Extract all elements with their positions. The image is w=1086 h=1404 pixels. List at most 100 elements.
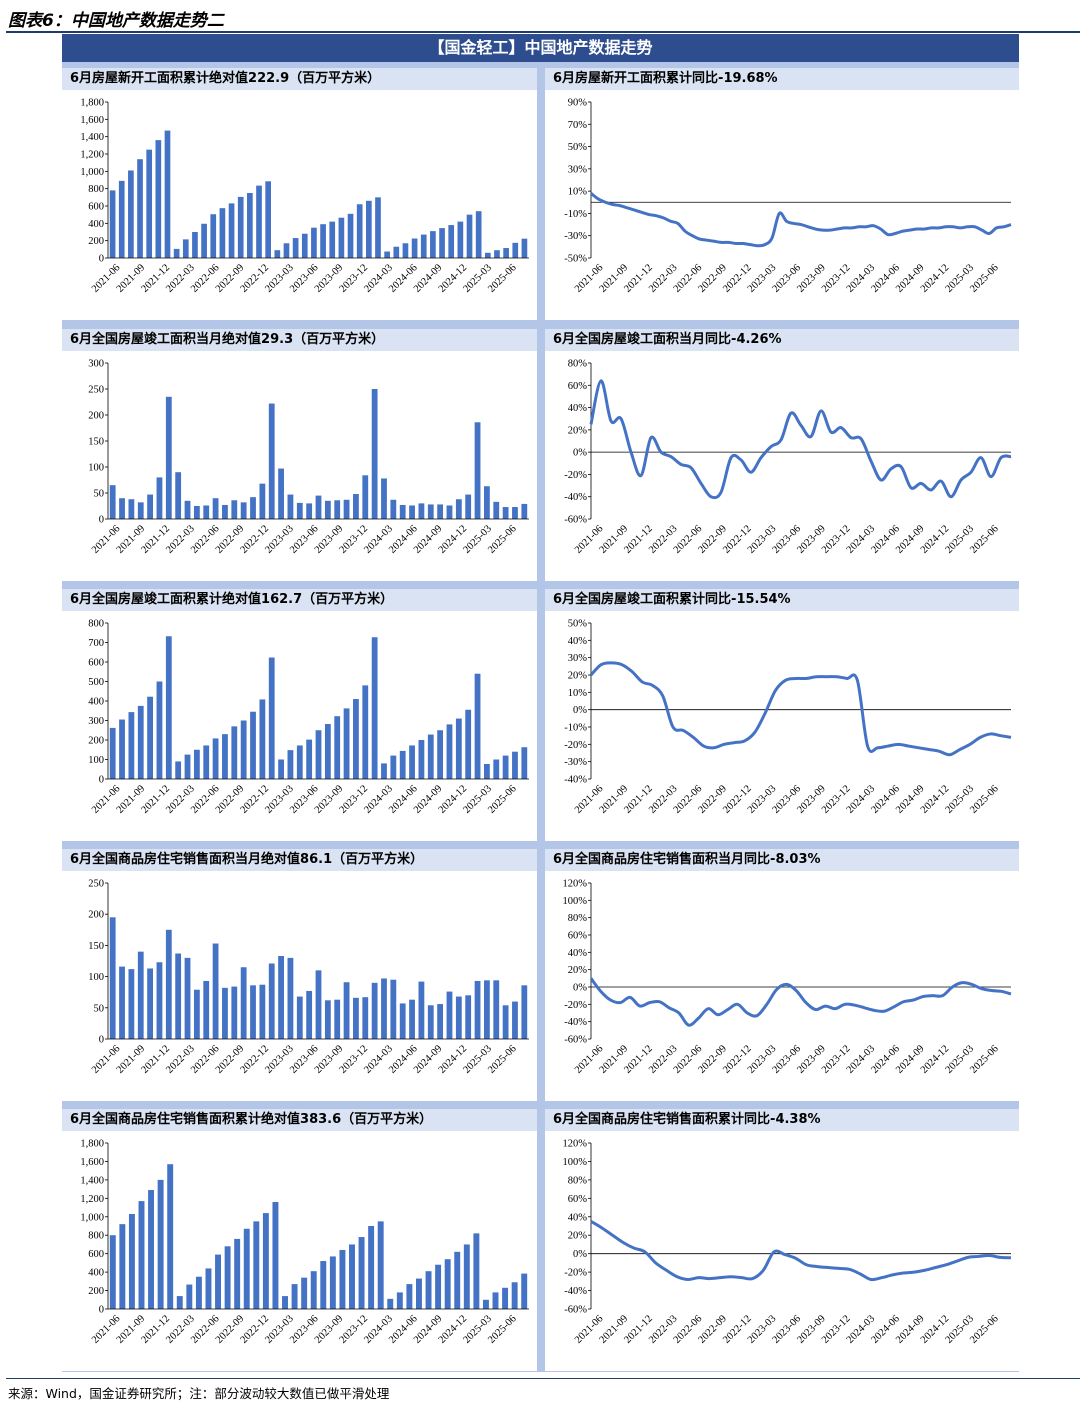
bar xyxy=(292,238,299,258)
y-tick-label: -30% xyxy=(564,231,587,242)
bar xyxy=(118,180,125,258)
bar xyxy=(377,1221,384,1309)
bar xyxy=(427,734,434,779)
bar xyxy=(347,213,354,258)
bar xyxy=(503,248,509,258)
y-tick-label: -20% xyxy=(564,1268,587,1279)
y-tick-label: 20% xyxy=(568,1231,588,1242)
chart-svg-3: 0501001502002503002021-062021-092021-122… xyxy=(88,359,529,556)
bar xyxy=(502,507,509,519)
bar xyxy=(192,232,198,258)
chart-svg-1: 0 200 400 600 800 1,000 1,200 1,400 1,600 1,800 20… xyxy=(80,98,529,295)
x-tick-label: 2025-06 xyxy=(486,783,519,816)
y-tick-label: 300 xyxy=(88,716,104,727)
bar xyxy=(237,196,244,258)
y-tick-label: -10% xyxy=(564,209,587,220)
bar xyxy=(224,1246,231,1309)
y-tick-label: -10% xyxy=(564,723,587,734)
bar xyxy=(219,208,226,258)
x-tick-label: 2025-06 xyxy=(486,1313,519,1346)
chart-panel-6 xyxy=(545,589,1019,841)
y-tick-label: 80% xyxy=(568,913,588,924)
bar xyxy=(411,238,418,258)
y-tick-label: 10% xyxy=(568,187,588,198)
bar xyxy=(147,968,154,1039)
chart-svg-10: -60%-40%-20%0%20%40%60%80%100%120%2021-0… xyxy=(563,1139,1012,1346)
y-tick-label: 20% xyxy=(568,965,588,976)
bar xyxy=(193,506,200,519)
top-rule xyxy=(6,31,1080,33)
bar xyxy=(173,248,180,258)
bar xyxy=(291,1284,298,1309)
bar xyxy=(492,1292,499,1309)
y-tick-label: 30% xyxy=(568,164,588,175)
y-tick-label: 1,800 xyxy=(80,1139,104,1150)
bar xyxy=(231,986,238,1039)
bar xyxy=(446,724,453,779)
y-tick-label: -60% xyxy=(564,1035,587,1046)
bar xyxy=(420,234,427,258)
bar xyxy=(474,422,481,519)
bar xyxy=(463,1244,470,1309)
y-tick-label: 600 xyxy=(88,658,104,669)
y-tick-label: 150 xyxy=(88,437,104,448)
y-tick-label: 400 xyxy=(88,697,104,708)
bar xyxy=(493,759,500,779)
y-tick-label: 0 xyxy=(99,254,104,265)
y-tick-label: -30% xyxy=(564,757,587,768)
bar xyxy=(343,982,350,1039)
y-tick-label: -40% xyxy=(564,775,587,786)
y-tick-label: 500 xyxy=(88,677,104,688)
bar xyxy=(362,685,369,779)
y-tick-label: 60% xyxy=(568,931,588,942)
bar xyxy=(324,500,331,519)
bar xyxy=(301,233,308,258)
bar xyxy=(240,502,247,519)
bar xyxy=(362,997,369,1039)
bar xyxy=(306,503,313,519)
bar xyxy=(222,734,228,779)
y-tick-label: -40% xyxy=(564,492,587,503)
bar xyxy=(353,699,359,779)
bar xyxy=(195,1276,202,1309)
y-tick-label: 20% xyxy=(568,671,588,682)
bar xyxy=(381,478,387,519)
y-tick-label: 250 xyxy=(88,879,104,890)
bar xyxy=(493,501,500,519)
bar xyxy=(259,483,266,519)
bar xyxy=(176,1296,183,1309)
chart-svg-6: -40%-30%-20%-10%0%10%20%30%40%50%2021-06… xyxy=(564,619,1012,816)
bar xyxy=(502,755,509,779)
figure-title: 图表6：中国地产数据走势二 xyxy=(8,11,224,31)
bar xyxy=(165,396,172,519)
bar xyxy=(165,929,172,1039)
y-tick-label: 300 xyxy=(88,359,104,370)
x-tick-label: 2025-06 xyxy=(486,1043,519,1076)
bar xyxy=(193,749,200,779)
bar xyxy=(287,494,294,519)
y-tick-label: 400 xyxy=(88,219,104,230)
bar xyxy=(329,221,336,258)
y-tick-label: 200 xyxy=(88,411,104,422)
bar xyxy=(371,982,378,1039)
bar xyxy=(184,500,191,519)
y-tick-label: 40% xyxy=(568,948,588,959)
chart-svg-2: -50%-30%-10%10%30%50%70%90%2021-062021-0… xyxy=(564,98,1012,295)
series-line xyxy=(590,192,1012,248)
bar xyxy=(415,1278,422,1309)
bar xyxy=(296,996,303,1039)
bar xyxy=(338,217,345,258)
y-tick-label: -20% xyxy=(564,1000,587,1011)
chart-svg-7: 0501001502002502021-062021-092021-122022… xyxy=(88,879,529,1076)
bar xyxy=(439,228,445,258)
bar xyxy=(521,1273,528,1309)
bar xyxy=(175,472,182,519)
y-tick-label: 200 xyxy=(88,1286,104,1297)
bar xyxy=(119,966,125,1039)
bar xyxy=(435,1264,442,1309)
y-tick-label: -50% xyxy=(564,254,587,265)
bar xyxy=(437,504,444,519)
chart-svg-4: -60%-40%-20%0%20%40%60%80%2021-062021-09… xyxy=(564,359,1012,556)
bar xyxy=(512,507,518,519)
chart-panel-4 xyxy=(545,329,1019,581)
